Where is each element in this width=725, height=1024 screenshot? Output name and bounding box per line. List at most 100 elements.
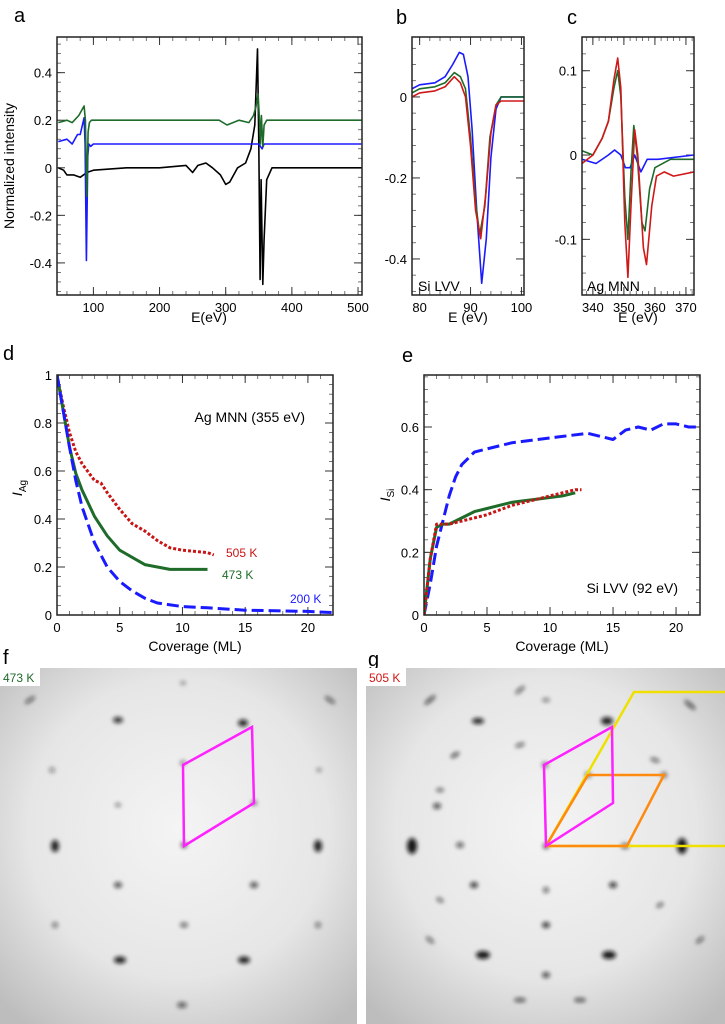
y-axis-label: IAg [9,480,29,496]
leed-label-bg-f [0,668,40,686]
y-tick-label: 0 [570,148,577,163]
diffraction-spot [695,936,705,944]
x-axis-label: E(eV) [191,309,227,325]
x-tick-label: 90 [463,300,477,315]
diffraction-spot [543,887,549,893]
diffraction-spot [456,842,464,848]
leed-label-bg-g [366,668,406,686]
y-tick-label: 0.2 [401,545,419,560]
diffraction-spot [601,717,613,725]
diffraction-spot [650,757,660,763]
y-tick-label: 0.2 [34,113,52,128]
series-line-green [58,93,362,198]
series-group [412,51,524,285]
y-tick-label: 0.1 [559,64,577,79]
unit-cell-yellow [543,690,725,848]
chart-panel-e: 0 5 10 15 20 0 0.2 0.4 0.6 Coverage (ML) ISi Si LVV… [377,374,701,654]
diffraction-spot [49,767,55,773]
diffraction-spot [436,897,444,903]
y-tick-label: 1 [45,368,52,383]
series-line-200-k [424,422,700,615]
diffraction-spot [542,698,550,702]
x-tick-label: 5 [483,620,490,635]
diffraction-spot [51,840,59,852]
x-tick-label: 500 [347,300,369,315]
diffraction-spot [324,696,336,704]
plot-frame [581,36,695,296]
x-tick-label: 300 [215,300,237,315]
x-axis-label: E (eV) [448,309,488,325]
series-line-red [582,57,694,279]
diffraction-spot [314,840,322,852]
series-line-blue [582,149,694,173]
panel-letter-g: g [368,649,379,671]
chart-panel-b: 80 90 100 -0.4 -0.2 0 E (eV) Si LVV [385,36,533,325]
panel-letter-a: a [14,5,26,27]
plot-frame [423,374,701,616]
y-tick-label: -0.4 [385,252,407,267]
diffraction-spot [24,696,36,704]
plot-frame [56,36,363,296]
leed-temp-label-f: 473 K [3,671,34,685]
x-tick-label: 80 [412,300,426,315]
y-tick-label: -0.2 [385,171,407,186]
y-tick-label: 0.4 [34,66,52,81]
leed-image-f [0,668,357,1024]
diffraction-spot [238,719,248,727]
diffraction-spot [433,803,441,809]
diffraction-spot [542,922,550,928]
diffraction-spot [113,717,123,723]
chart-annotation: Ag MNN [587,278,640,294]
diffraction-spot [476,951,490,959]
diffraction-spot [407,838,417,854]
series-line-505-k [57,375,215,557]
diffraction-spot [436,788,444,792]
series-group [582,57,694,279]
y-tick-label: 0.6 [401,420,419,435]
diffraction-spot [316,768,322,772]
y-tick-label: 0 [45,608,52,623]
diffraction-spot [52,922,58,928]
y-tick-label: 0.4 [401,483,419,498]
diffraction-spot [656,902,664,908]
y-tick-label: -0.4 [30,256,52,271]
series-line-505-k [424,488,582,615]
series-line-473-k [424,491,576,615]
x-tick-label: 0 [420,620,427,635]
x-tick-label: 400 [281,300,303,315]
diffraction-spot [250,882,258,888]
x-tick-label: 15 [606,620,620,635]
legend-label: 200 K [290,592,321,606]
chart-panel-a: 100 200 300 400 500 -0.4 -0.2 0 0.2 0.4 E(eV) Norma… [1,36,369,325]
y-axis-label: Normalized intensity [1,103,17,229]
diffraction-spot [424,695,436,705]
x-axis-label: E (eV) [618,309,658,325]
diffraction-spot [574,998,586,1002]
x-tick-label: 370 [675,300,697,315]
diffraction-spot [425,936,435,944]
diffraction-spot [180,922,188,928]
panel-letter-d: d [3,343,14,365]
diffraction-spot [315,922,321,928]
unit-cell-magenta [181,724,256,849]
legend-label: 505 K [226,546,257,560]
y-tick-label: 0.8 [34,416,52,431]
diffraction-spot [515,742,525,748]
x-axis-label: Coverage (ML) [515,638,608,654]
y-tick-label: -0.1 [555,232,577,247]
diffraction-spot [180,681,186,685]
x-tick-label: 20 [301,620,315,635]
series-line-blue [58,117,362,262]
x-tick-label: 0 [53,620,60,635]
chart-annotation: Ag MNN (355 eV) [195,409,305,425]
x-tick-label: 100 [511,300,533,315]
diffraction-spot [609,882,617,888]
series-group [57,48,362,286]
x-tick-label: 15 [238,620,252,635]
unit-cell-orange [543,773,667,848]
diffraction-spot [177,1002,187,1008]
diffraction-spot [114,882,122,888]
diffraction-spot [515,685,525,695]
panel-letter-e: e [402,345,413,367]
x-tick-label: 340 [582,300,604,315]
